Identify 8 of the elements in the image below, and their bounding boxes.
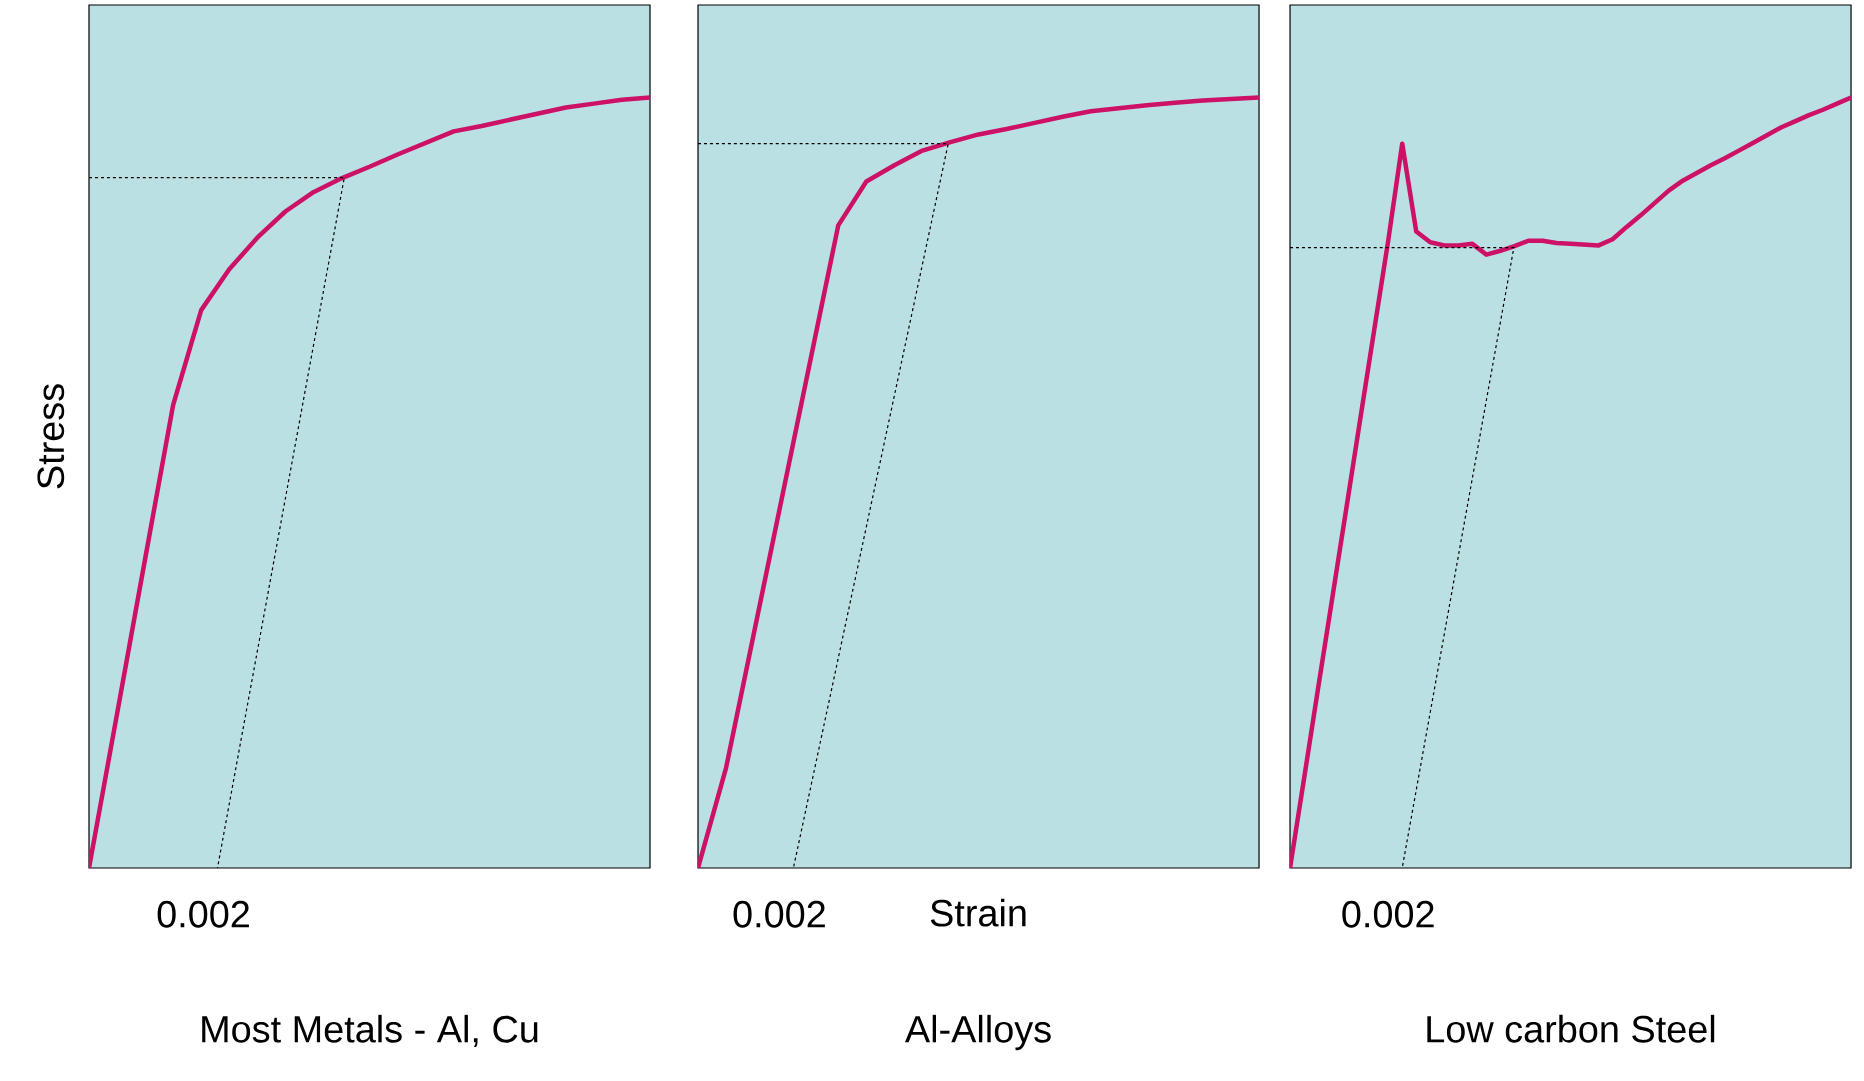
text: Most Metals - Al, Cu bbox=[202, 1014, 538, 1048]
text: 0.002 bbox=[733, 900, 825, 928]
text: 0.002 bbox=[157, 900, 249, 928]
x-axis-title: Strain bbox=[930, 898, 1026, 927]
y-axis-title: Stress bbox=[37, 384, 65, 489]
text: Al-Alloys bbox=[904, 1014, 1051, 1051]
text: 0.002 bbox=[1342, 900, 1434, 928]
text: Low carbon Steel bbox=[1427, 1014, 1715, 1043]
